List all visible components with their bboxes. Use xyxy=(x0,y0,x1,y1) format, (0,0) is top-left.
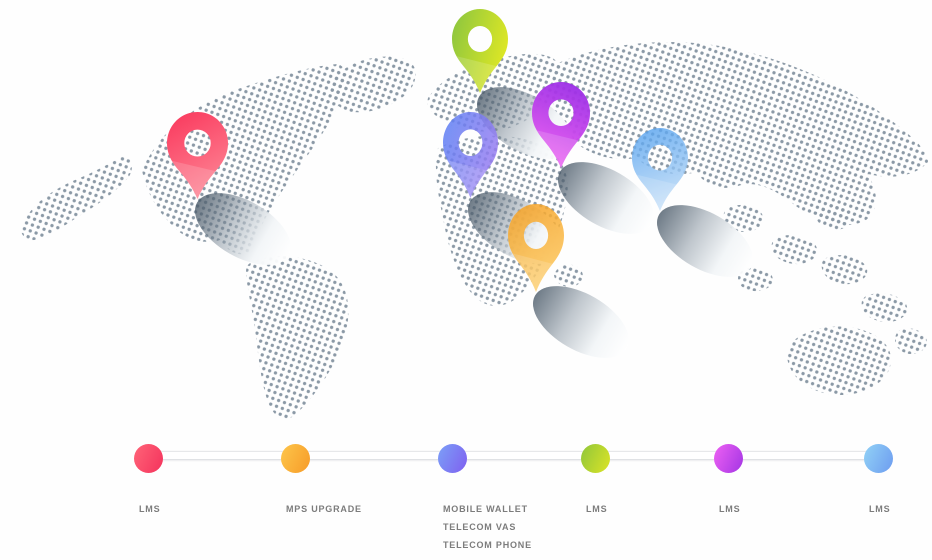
timeline-dot-1[interactable] xyxy=(133,443,163,473)
timeline-label-line: MOBILE WALLET xyxy=(443,504,528,514)
timeline-label-line: LMS xyxy=(586,504,608,514)
timeline-label-line: TELECOM VAS xyxy=(443,522,517,532)
timeline-line xyxy=(148,452,878,459)
pin-orange-body[interactable] xyxy=(508,204,564,292)
timeline-dot-3[interactable] xyxy=(437,443,467,473)
timeline-label-line: MPS UPGRADE xyxy=(286,504,362,514)
continent-north-america xyxy=(142,64,348,255)
island-sea-1 xyxy=(723,204,764,233)
continent-south-america xyxy=(246,256,349,419)
pin-light-blue[interactable] xyxy=(632,128,688,211)
island-sea-3 xyxy=(821,255,868,285)
timeline-label-5: LMS xyxy=(719,500,740,518)
continent-asia xyxy=(551,42,928,226)
timeline-label-line: TELECOM PHONE xyxy=(443,540,532,550)
pin-purple-body[interactable] xyxy=(532,82,590,168)
continent-australia xyxy=(787,326,892,396)
pin-light-blue-body[interactable] xyxy=(632,128,688,211)
timeline-dot-2[interactable] xyxy=(280,443,310,473)
island-new-guinea xyxy=(861,293,908,323)
island-sea-4 xyxy=(738,267,773,292)
pin-blue-violet-body[interactable] xyxy=(443,112,498,198)
pin-blue-violet[interactable] xyxy=(443,112,498,198)
pin-green-body[interactable] xyxy=(452,9,508,93)
timeline-dot-4[interactable] xyxy=(580,443,610,473)
pin-purple[interactable] xyxy=(532,82,590,168)
pin-red-body[interactable] xyxy=(167,112,228,199)
continent-greenland xyxy=(331,56,416,113)
timeline-dot-6[interactable] xyxy=(863,443,893,473)
island-new-zealand xyxy=(895,328,927,355)
timeline-dot-5[interactable] xyxy=(713,443,743,473)
pin-green[interactable] xyxy=(452,9,508,93)
continent-alaska xyxy=(21,155,132,241)
timeline-label-6: LMS xyxy=(869,500,890,518)
island-philippines xyxy=(815,204,851,231)
pin-orange[interactable] xyxy=(508,204,564,292)
timeline-label-3: MOBILE WALLET TELECOM VAS TELECOM PHONE xyxy=(443,500,532,554)
timeline-label-4: LMS xyxy=(586,500,607,518)
timeline-label-line: LMS xyxy=(139,504,161,514)
timeline-label-line: LMS xyxy=(719,504,741,514)
timeline-label-line: LMS xyxy=(869,504,891,514)
island-madagascar xyxy=(554,264,583,287)
island-sea-2 xyxy=(771,235,818,265)
timeline-label-2: MPS UPGRADE xyxy=(286,500,362,518)
timeline-label-1: LMS xyxy=(139,500,160,518)
pin-red[interactable] xyxy=(167,112,228,199)
